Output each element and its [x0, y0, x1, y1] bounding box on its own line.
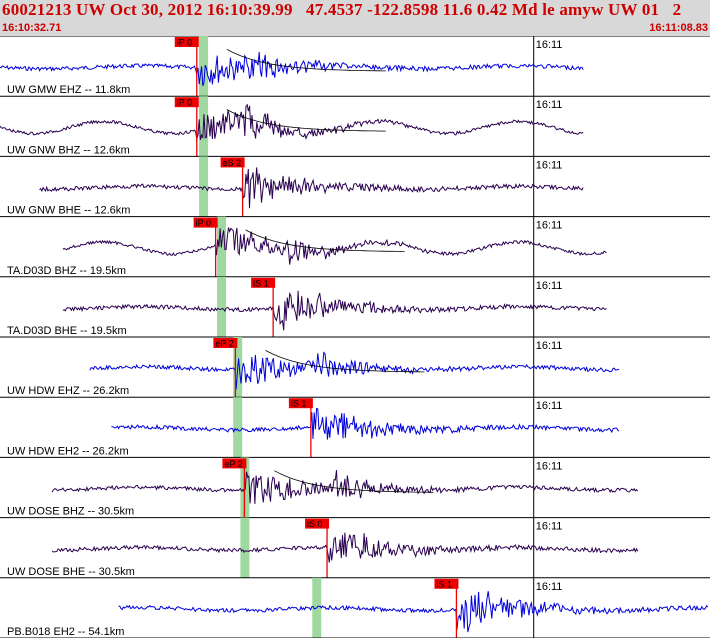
waveform-trace [118, 591, 709, 633]
pick-label: iS 0 [307, 519, 323, 529]
pick-label: iS 1 [291, 399, 307, 409]
time-tick-label: 16:11 [536, 340, 563, 352]
green-window-band [217, 276, 227, 337]
start-time: 16:10:32.71 [2, 22, 62, 34]
time-tick-label: 16:11 [536, 280, 563, 292]
pick-label: eS 2 [223, 158, 242, 168]
pick-label-box [220, 157, 245, 168]
station-label: UW HDW EH2 -- 26.2km [7, 445, 129, 457]
station-label: UW GNW BHE -- 12.6km [7, 205, 130, 217]
waveform-plot: 16:11 iP 0 UW GMW EHZ -- 11.8km 16:11 iP 0 UW… [0, 36, 710, 638]
waveform-trace [0, 51, 584, 86]
pick-label-box [434, 578, 459, 589]
coda-decay-curve [226, 109, 386, 132]
station-label: TA.D03D BHE -- 19.5km [7, 325, 127, 337]
station-label: PB.B018 EH2 -- 54.1km [7, 626, 124, 638]
pick-label: eP 2 [215, 339, 233, 349]
waveform-trace [39, 167, 584, 209]
waveform-trace [62, 227, 607, 265]
pick-label-box [193, 217, 218, 228]
pick-label: iP 0 [196, 218, 211, 228]
coda-decay-curve [265, 349, 425, 373]
pick-label: iS 1 [436, 579, 452, 589]
green-window-band [199, 36, 209, 97]
station-label: UW HDW EHZ -- 26.2km [7, 385, 129, 397]
waveform-trace [89, 351, 620, 390]
event-title: 60021213 UW Oct 30, 2012 16:10:39.99 47.… [2, 0, 682, 19]
pick-label-box [288, 398, 313, 409]
pick-label-box [305, 518, 330, 529]
event-header: 60021213 UW Oct 30, 2012 16:10:39.99 47.… [0, 0, 710, 36]
waveform-trace [62, 290, 607, 331]
station-label: UW DOSE BHE -- 30.5km [7, 566, 135, 578]
green-window-band [240, 517, 250, 578]
pick-label: iS 1 [253, 278, 269, 288]
time-tick-label: 16:11 [536, 159, 563, 171]
station-label: UW DOSE BHZ -- 30.5km [7, 506, 134, 518]
pick-label-box [222, 458, 247, 469]
coda-decay-curve [274, 470, 434, 493]
pick-label-box [174, 37, 199, 47]
pick-label-box [251, 277, 276, 288]
time-tick-label: 16:11 [536, 39, 563, 51]
pick-label-box [213, 338, 238, 348]
pick-label-box [174, 97, 199, 108]
waveform-trace [51, 470, 639, 504]
coda-decay-curve [226, 48, 386, 72]
time-tick-label: 16:11 [536, 400, 563, 412]
time-tick-label: 16:11 [536, 581, 563, 593]
time-tick-label: 16:11 [536, 220, 563, 232]
waveform-trace [0, 103, 584, 141]
pick-label: eP 2 [224, 459, 242, 469]
end-time: 16:11:08.83 [649, 22, 708, 34]
time-tick-label: 16:11 [536, 460, 563, 472]
pick-label: iP 0 [177, 38, 192, 48]
station-label: TA.D03D BHZ -- 19.5km [7, 265, 126, 277]
waveform-trace [111, 407, 620, 440]
coda-decay-curve [245, 229, 405, 252]
pick-label: iP 0 [177, 98, 192, 108]
green-window-band [233, 397, 243, 458]
station-label: UW GMW EHZ -- 11.8km [7, 84, 130, 96]
station-label: UW GNW BHZ -- 12.6km [7, 144, 130, 156]
time-tick-label: 16:11 [536, 521, 563, 533]
waveform-trace [51, 532, 639, 563]
time-tick-label: 16:11 [536, 99, 563, 111]
